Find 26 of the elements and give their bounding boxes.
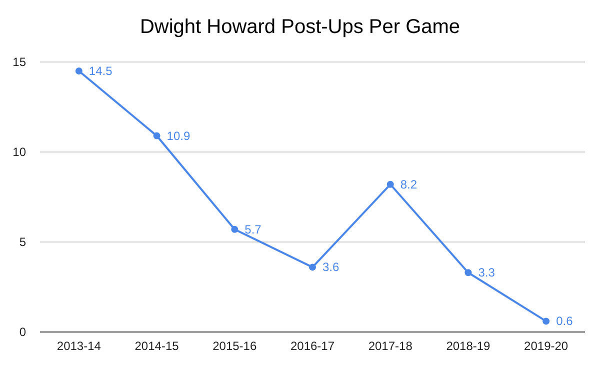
x-tick-label: 2015-16 bbox=[212, 339, 257, 353]
chart-title: Dwight Howard Post-Ups Per Game bbox=[140, 16, 460, 38]
point bbox=[542, 318, 550, 325]
y-tick-label: 15 bbox=[12, 55, 26, 69]
x-tick-label: 2019-20 bbox=[524, 339, 568, 353]
point bbox=[231, 226, 238, 233]
data-label: 8.2 bbox=[400, 177, 418, 192]
x-tick-label: 2014-15 bbox=[134, 339, 180, 353]
point bbox=[153, 132, 160, 140]
y-tick-label: 10 bbox=[12, 145, 26, 159]
x-tick-label: 2018-19 bbox=[446, 339, 491, 353]
data-label: 5.7 bbox=[244, 222, 262, 236]
x-tick-label: 2017-18 bbox=[368, 339, 413, 353]
point bbox=[464, 269, 472, 276]
data-label: 0.6 bbox=[556, 314, 574, 328]
point bbox=[75, 68, 82, 74]
point bbox=[309, 264, 316, 271]
data-label: 3.3 bbox=[478, 266, 496, 280]
y-tick-label: 5 bbox=[19, 235, 26, 249]
data-label: 10.9 bbox=[166, 128, 190, 143]
x-tick-label: 2016-17 bbox=[290, 339, 335, 353]
point bbox=[386, 180, 394, 188]
y-tick-label: 0 bbox=[19, 325, 26, 339]
data-label: 14.5 bbox=[88, 64, 113, 78]
data-label: 3.6 bbox=[322, 260, 340, 274]
x-tick-label: 2013-14 bbox=[56, 339, 102, 353]
